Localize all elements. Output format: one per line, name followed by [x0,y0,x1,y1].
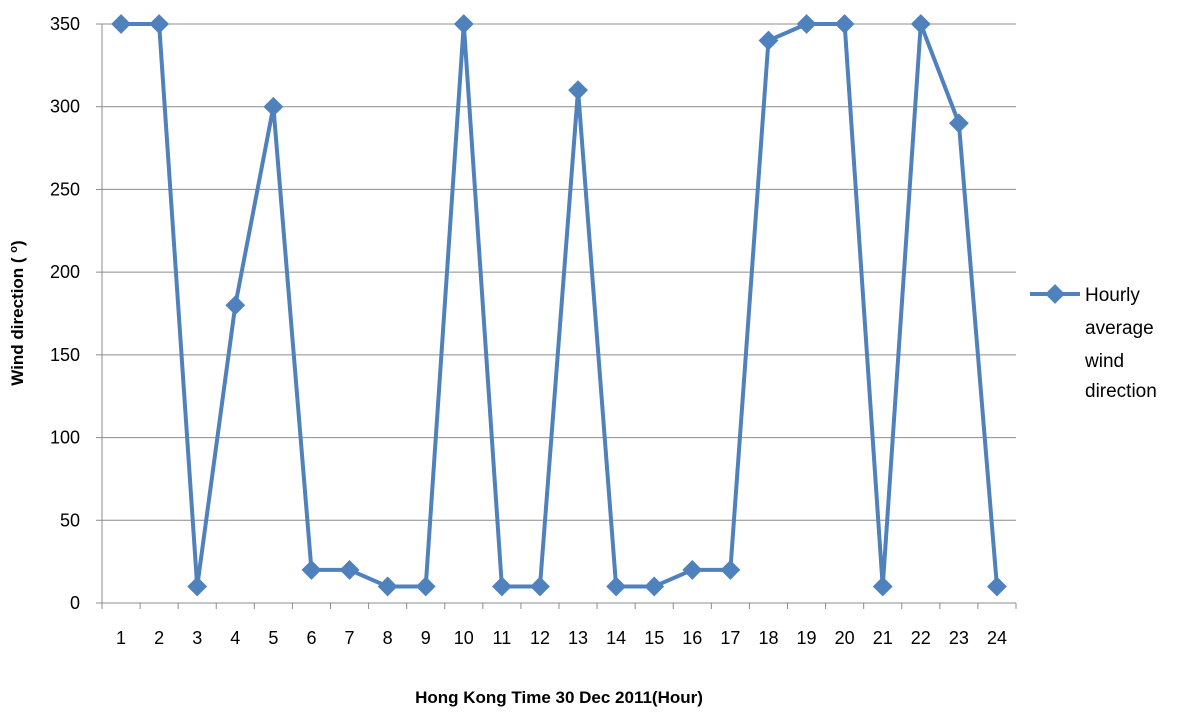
x-tick-label: 16 [682,628,702,648]
legend: Hourly average wind direction [1030,284,1159,402]
x-tick-label: 1 [116,628,126,648]
series-line [121,22,999,589]
x-tick-label: 10 [454,628,474,648]
x-tick-label: 18 [758,628,778,648]
legend-line-3: wind [1084,351,1124,372]
data-point-marker [568,80,588,101]
data-point-marker [682,560,703,580]
data-point-marker [415,576,436,597]
data-point-marker [491,576,512,597]
x-tick-label: 14 [606,628,626,648]
data-point-marker [301,560,322,580]
data-point-marker [377,576,398,597]
data-point-marker [987,576,1007,597]
data-point-marker [948,113,969,134]
y-tick-label: 250 [50,179,80,199]
x-tick-label: 21 [873,628,893,648]
x-tick-label: 4 [230,628,240,648]
x-tick-label: 2 [154,628,164,648]
data-point-marker [644,576,665,597]
x-tick-label: 3 [192,628,202,648]
y-axis-title-close: ) [8,240,27,246]
data-point-marker [263,96,284,117]
y-axis-title: Wind direction ( o) [8,240,27,385]
y-tick-label: 300 [50,97,80,117]
x-tick-label: 24 [987,628,1007,648]
y-tick-label: 350 [50,14,80,34]
y-tick-label: 100 [50,428,80,448]
x-tick-label: 8 [383,628,393,648]
y-axis-title-main: Wind direction ( [8,257,27,386]
x-tick-label: 20 [835,628,855,648]
x-tick-label: 5 [268,628,278,648]
data-point-marker [149,14,170,34]
x-axis-title: Hong Kong Time 30 Dec 2011(Hour) [415,688,703,707]
x-tick-label: 11 [493,628,512,648]
legend-line-1: Hourly [1085,285,1140,306]
data-point-marker [872,576,893,597]
data-point-marker [910,14,931,34]
y-tick-label: 150 [50,345,80,365]
gridlines [102,23,1016,521]
data-point-marker [225,295,246,316]
x-tick-label: 17 [720,628,740,648]
data-point-marker [453,14,474,34]
x-tick-label: 7 [345,628,355,648]
x-tick-label: 13 [568,628,588,648]
y-tick-label: 50 [60,510,80,530]
y-tick-label: 200 [50,262,80,282]
legend-marker-sample [1045,284,1065,304]
legend-line-4: direction [1085,381,1157,402]
x-tick-label: 23 [949,628,969,648]
y-tick-labels: 0 50 100 150 200 250 300 350 [50,14,80,613]
data-point-marker [606,576,627,597]
x-tick-label: 12 [530,628,550,648]
x-tick-label: 6 [306,628,316,648]
series-group [111,14,1007,597]
legend-line-2: average [1085,318,1154,339]
x-tick-label: 22 [911,628,931,648]
x-tick-label: 9 [421,628,431,648]
data-point-marker [187,576,208,597]
data-point-marker [339,560,360,580]
y-axis-title-degree: o [8,246,20,253]
x-tick-label: 19 [797,628,817,648]
data-point-marker [720,560,741,580]
data-point-marker [111,14,131,34]
axes [96,23,1017,609]
x-tick-label: 15 [644,628,664,648]
data-point-marker [758,30,779,51]
data-point-marker [796,14,817,34]
data-point-marker [834,14,855,34]
y-tick-label: 0 [70,593,80,613]
data-point-marker [530,576,550,597]
x-tick-labels: 1 2 3 4 5 6 7 8 9 10 11 12 13 14 15 16 17 18 19 20 21 22 23 24 [116,628,1007,648]
legend-label: Hourly average wind direction [1084,285,1159,402]
